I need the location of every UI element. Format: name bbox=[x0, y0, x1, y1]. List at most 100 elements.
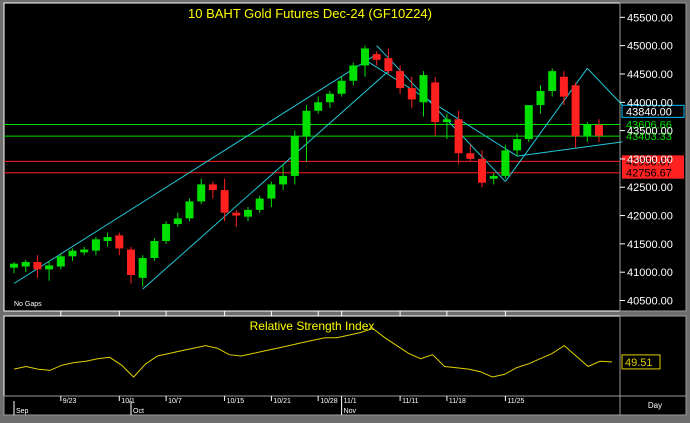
time-axis-corner bbox=[619, 395, 687, 416]
time-tick-label: 11/11 bbox=[402, 398, 419, 405]
candle-body bbox=[337, 80, 346, 94]
price-tick-label: 44500.00 bbox=[627, 69, 673, 81]
level-label-box bbox=[622, 166, 684, 179]
rsi-panel bbox=[3, 315, 621, 397]
level-label: 43606.66 bbox=[626, 120, 672, 132]
level-label-box bbox=[622, 155, 684, 168]
candle-body bbox=[571, 85, 580, 137]
candle-body bbox=[396, 71, 405, 89]
rsi-line bbox=[13, 327, 613, 378]
trendline bbox=[586, 67, 623, 106]
trendline bbox=[142, 70, 389, 290]
candle-body bbox=[583, 124, 592, 137]
candle-body bbox=[489, 175, 498, 179]
price-tick-label: 40500.00 bbox=[627, 296, 673, 308]
price-axis-labels: 40500.00 41000.00 41500.00 42000.00 42500.00… bbox=[620, 12, 673, 308]
time-tick-label: 9/23 bbox=[63, 398, 77, 405]
level-label: 42756.67 bbox=[626, 168, 672, 180]
candle-body bbox=[442, 119, 451, 123]
candle-body bbox=[548, 71, 557, 91]
no-gaps-note: No Gaps bbox=[14, 301, 42, 308]
candle-body bbox=[232, 212, 241, 216]
candle-body bbox=[208, 184, 217, 191]
candle-body bbox=[56, 256, 65, 267]
candle-body bbox=[244, 209, 252, 217]
level-label-box bbox=[622, 130, 684, 143]
candles bbox=[10, 45, 603, 287]
candle-body bbox=[173, 218, 182, 225]
candle-body bbox=[559, 76, 568, 97]
candle-body bbox=[302, 110, 311, 137]
candle-body bbox=[372, 54, 381, 60]
month-label: Sep bbox=[16, 408, 29, 415]
candle-body bbox=[325, 93, 334, 103]
price-tick-label: 44000.00 bbox=[627, 97, 673, 109]
candle-body bbox=[524, 105, 533, 140]
candle-body bbox=[162, 224, 171, 242]
time-axis bbox=[3, 395, 621, 416]
time-axis-unit: Day bbox=[648, 401, 662, 410]
candle-body bbox=[138, 258, 147, 278]
candle-body bbox=[407, 88, 416, 100]
price-tick-label: 43000.00 bbox=[627, 154, 673, 166]
price-tick-label: 42000.00 bbox=[627, 211, 673, 223]
level-label: 43403.33 bbox=[626, 131, 672, 143]
candle-body bbox=[103, 237, 112, 242]
level-label-box bbox=[622, 118, 684, 131]
level-label-box bbox=[621, 104, 685, 118]
time-tick-label: 10/1 bbox=[121, 398, 135, 405]
candle-body bbox=[478, 158, 486, 183]
price-tick-label: 42500.00 bbox=[627, 182, 673, 194]
trendlines bbox=[13, 45, 623, 290]
price-tick-label: 45000.00 bbox=[627, 41, 673, 53]
time-tick-label: 11/25 bbox=[507, 398, 524, 405]
time-tick-label: 10/28 bbox=[320, 398, 338, 405]
level-label: 42956.67 bbox=[626, 156, 672, 168]
rsi-title: Relative Strength Index bbox=[250, 319, 375, 333]
candle-body bbox=[466, 153, 475, 159]
time-axis-labels: 9/23 10/1 10/7 10/15 10/21 10/28 11/1 11/11 11/1… bbox=[13, 311, 525, 415]
level-lines: 43840.0043606.6643410.0043403.3342956.67… bbox=[4, 104, 685, 180]
time-tick-label: 10/7 bbox=[168, 398, 182, 405]
chart-title: 10 BAHT Gold Futures Dec-24 (GF10Z24) bbox=[188, 6, 432, 21]
candle-body bbox=[595, 124, 603, 136]
candle-body bbox=[68, 250, 77, 257]
time-tick-label: 11/18 bbox=[449, 398, 466, 405]
candle-body bbox=[80, 249, 89, 253]
candle-body bbox=[314, 102, 323, 111]
candle-body bbox=[150, 241, 159, 259]
price-panel bbox=[3, 2, 621, 312]
candle-body bbox=[115, 235, 124, 249]
candle-body bbox=[197, 184, 206, 202]
candle-body bbox=[10, 263, 18, 268]
candle-body bbox=[255, 198, 264, 210]
candle-body bbox=[127, 249, 135, 276]
rsi-last-value: 49.51 bbox=[625, 357, 653, 369]
rsi-last-value-box bbox=[621, 354, 661, 370]
rsi-layer: 49.51 bbox=[13, 327, 661, 378]
candle-body bbox=[220, 190, 229, 213]
candle-body bbox=[536, 90, 545, 106]
candle-body bbox=[185, 201, 194, 219]
level-label: 43840.00 bbox=[626, 106, 672, 118]
time-tick-label: 11/1 bbox=[344, 398, 357, 405]
candle-body bbox=[91, 239, 100, 251]
candle-body bbox=[349, 65, 358, 81]
price-tick-label: 41500.00 bbox=[627, 239, 673, 251]
time-tick-label: 10/21 bbox=[273, 398, 291, 405]
candle-body bbox=[501, 150, 510, 176]
month-label: Nov bbox=[344, 408, 357, 415]
candle-body bbox=[45, 265, 54, 270]
candle-body bbox=[384, 58, 393, 72]
trendline bbox=[517, 141, 623, 157]
month-label: Oct bbox=[133, 408, 144, 415]
candle-body bbox=[290, 136, 299, 176]
candle-body bbox=[431, 82, 440, 123]
candle-body bbox=[21, 261, 30, 267]
trendline bbox=[364, 59, 518, 157]
trendline bbox=[13, 53, 377, 284]
candle-body bbox=[454, 119, 463, 154]
candle-body bbox=[419, 75, 428, 103]
